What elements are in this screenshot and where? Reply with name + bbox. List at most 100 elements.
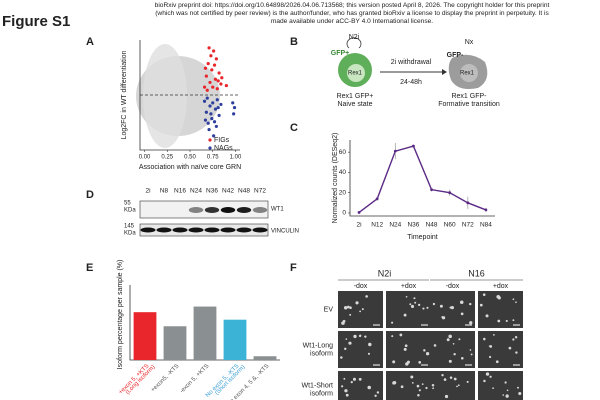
x-tick-label: N72 — [462, 222, 474, 229]
cell-spot — [422, 307, 425, 310]
band — [220, 207, 236, 213]
background-cloud — [143, 44, 187, 148]
bar — [133, 312, 157, 360]
axis — [349, 140, 495, 217]
cell-spot — [514, 336, 518, 339]
cell-spot — [345, 393, 349, 397]
cell-spot — [446, 338, 450, 342]
cell-spot — [495, 360, 499, 364]
lane-label: 2i — [145, 188, 150, 195]
arrow-label: 2i withdrawal — [391, 59, 432, 66]
x-tick-label: -exon 5, +KTS — [179, 363, 210, 394]
diagram — [338, 37, 488, 89]
x-axis-label: Association with naïve core GRN — [139, 164, 241, 171]
x-tick-label: 0.50 — [184, 155, 196, 161]
point — [216, 105, 220, 110]
micrograph — [478, 371, 523, 400]
point — [212, 49, 216, 53]
band — [140, 227, 156, 233]
cell-spot — [457, 384, 460, 387]
cell-spot — [469, 349, 472, 351]
lane-label: N36 — [206, 188, 218, 195]
condition-label: +dox — [493, 283, 509, 290]
x-tick-label: 0.00 — [139, 155, 151, 161]
point — [215, 87, 219, 91]
band — [236, 227, 252, 233]
point — [204, 110, 208, 114]
cell-spot — [347, 305, 350, 309]
cell-spot — [349, 306, 352, 310]
point — [212, 134, 216, 138]
point — [412, 144, 415, 148]
lane-label: N16 — [174, 188, 186, 195]
cell-spot — [353, 334, 357, 339]
y-tick-label: 40 — [339, 169, 347, 176]
cell-spot — [413, 297, 416, 300]
point — [430, 188, 433, 192]
cell-spot — [432, 302, 436, 306]
panel-label: A — [86, 36, 94, 48]
point — [484, 208, 488, 212]
point — [213, 107, 218, 111]
cell-spot — [492, 387, 494, 390]
point — [232, 112, 236, 116]
blot — [139, 200, 269, 219]
gene: Rex1 — [348, 71, 363, 77]
point — [232, 105, 237, 110]
cell-spot — [416, 384, 420, 388]
cell-spot — [410, 375, 414, 379]
cell-spot — [417, 303, 421, 307]
caption: Naive state — [337, 101, 372, 108]
cell-spot — [425, 352, 430, 356]
row-label: isoform — [310, 390, 333, 397]
point — [203, 118, 208, 122]
point — [212, 120, 217, 124]
point — [210, 68, 214, 72]
row-label: isoform — [310, 350, 333, 357]
bar — [163, 326, 187, 360]
cell-spot — [497, 319, 501, 323]
row-label: Wt1-Long — [303, 342, 333, 349]
cell-spot — [352, 377, 356, 381]
cell-spot — [450, 305, 454, 310]
cell-spot — [359, 310, 362, 313]
x-tick-label: 0.25 — [161, 155, 173, 161]
cell-spot — [340, 356, 343, 359]
cell-spot — [460, 356, 464, 360]
cell-spot — [365, 295, 368, 298]
cell-spot — [439, 304, 443, 308]
point — [211, 101, 215, 105]
cell-spot — [479, 303, 483, 307]
y-axis-label: Log2FC in WT differentiation — [121, 50, 128, 139]
size-marker: 145 — [124, 224, 135, 230]
cell-spot — [485, 372, 490, 376]
cell-spot — [344, 389, 348, 393]
bar — [193, 306, 217, 360]
cell-spot — [403, 347, 407, 351]
cell-spot — [515, 351, 518, 354]
cell-spot — [448, 359, 452, 363]
lane-label: N48 — [238, 188, 250, 195]
cell-spot — [483, 337, 486, 341]
cell-spot — [512, 298, 515, 301]
legend-label: NAGs — [214, 145, 233, 152]
x-tick-label: 2i — [357, 222, 362, 229]
cell-spot — [517, 386, 519, 389]
cell-spot — [452, 342, 455, 345]
cell-spot — [431, 383, 435, 387]
cell-spot — [432, 387, 435, 390]
cell-spot — [489, 375, 492, 378]
cell-spot — [466, 380, 469, 383]
condition-label: +dox — [401, 283, 417, 290]
micrograph — [430, 291, 475, 328]
cell-spot — [470, 353, 473, 356]
point — [216, 79, 220, 83]
cell-spot — [512, 319, 515, 322]
cell-spot — [512, 338, 515, 341]
cell-spot — [411, 381, 414, 384]
band — [188, 227, 204, 233]
cell-spot — [504, 381, 507, 384]
point — [212, 63, 217, 67]
loop-arrow — [346, 37, 362, 49]
